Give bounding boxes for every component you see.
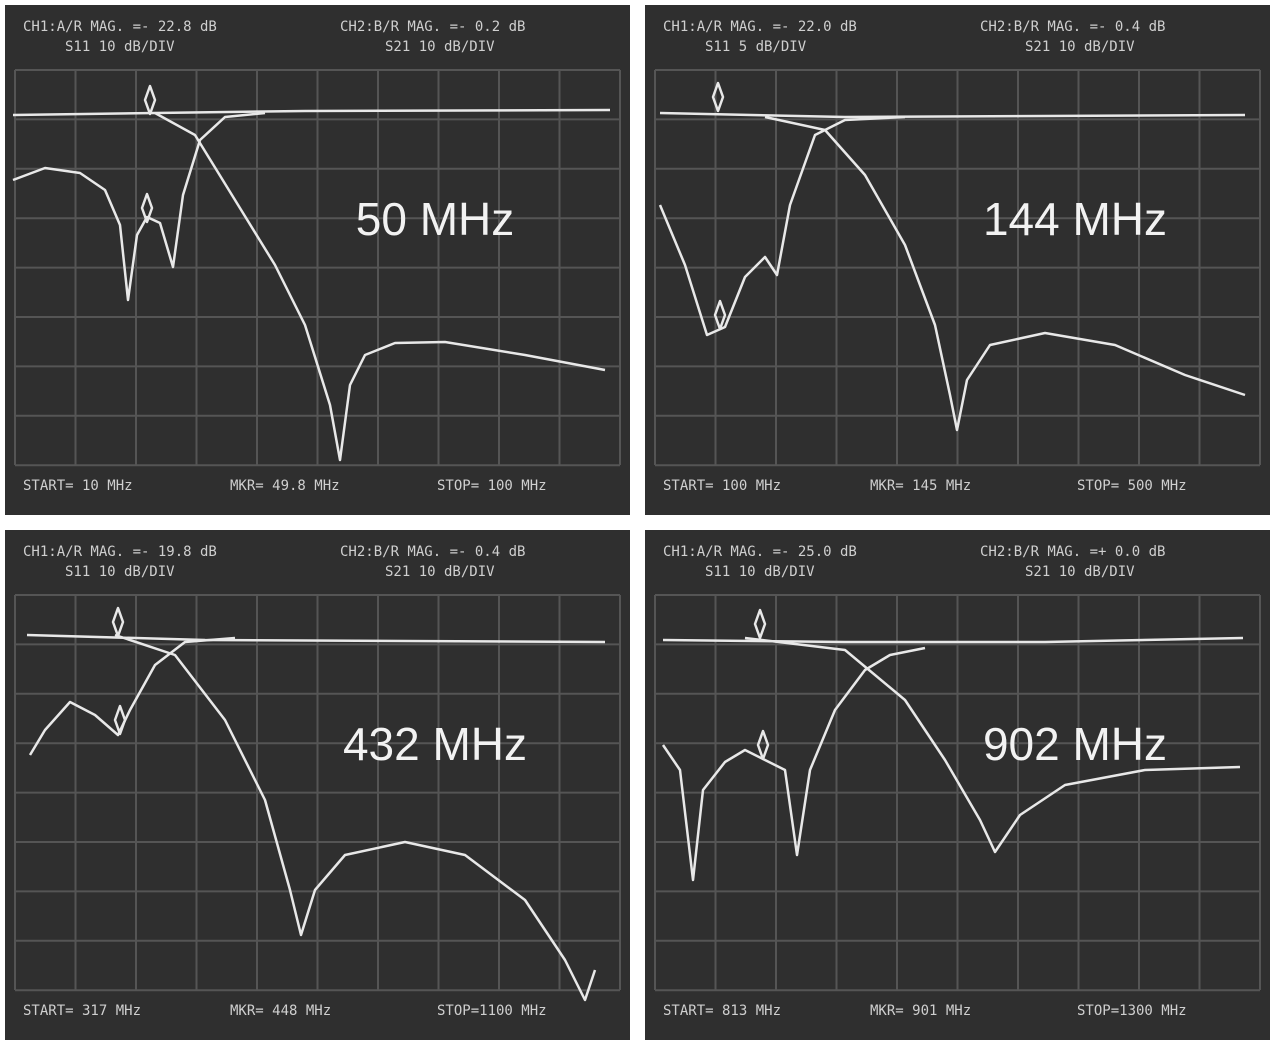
trace: [13, 113, 265, 300]
trace: [115, 635, 595, 1000]
marker: [755, 610, 765, 638]
start-freq: START= 10 MHz: [23, 478, 133, 494]
marker-freq: MKR= 49.8 MHz: [230, 478, 340, 494]
ch2-scale: S21 10 dB/DIV: [1025, 39, 1135, 55]
ch1-scale: S11 10 dB/DIV: [705, 564, 815, 580]
ch2-readout: CH2:B/R MAG. =- 0.2 dB: [340, 19, 525, 35]
ch1-scale: S11 10 dB/DIV: [65, 39, 175, 55]
band-label: 144 MHz: [983, 193, 1167, 245]
analyzer-screen: CH1:A/R MAG. =- 22.8 dB S11 10 dB/DIV CH2:…: [5, 5, 630, 515]
marker: [113, 608, 123, 636]
analyzer-screen: CH1:A/R MAG. =- 22.0 dB S11 5 dB/DIV CH2:B…: [645, 5, 1270, 515]
band-label: 902 MHz: [983, 718, 1167, 770]
ch1-scale: S11 5 dB/DIV: [705, 39, 807, 55]
trace: [155, 113, 605, 460]
ch2-scale: S21 10 dB/DIV: [1025, 564, 1135, 580]
ch2-readout: CH2:B/R MAG. =- 0.4 dB: [980, 19, 1165, 35]
analyzer-screen: CH1:A/R MAG. =- 19.8 dB S11 10 dB/DIV CH2:…: [5, 530, 630, 1040]
page: {"panels": [ {"ch1": "CH1:A/R MAG. =- 22…: [0, 0, 1270, 1046]
marker-freq: MKR= 145 MHz: [870, 478, 971, 494]
ch1-scale: S11 10 dB/DIV: [65, 564, 175, 580]
band-label: 432 MHz: [343, 718, 527, 770]
ch1-readout: CH1:A/R MAG. =- 19.8 dB: [23, 544, 217, 560]
stop-freq: STOP=1100 MHz: [437, 1003, 547, 1019]
trace: [660, 117, 905, 335]
ch1-readout: CH1:A/R MAG. =- 22.0 dB: [663, 19, 857, 35]
ch2-readout: CH2:B/R MAG. =+ 0.0 dB: [980, 544, 1165, 560]
trace: [13, 110, 610, 115]
ch2-readout: CH2:B/R MAG. =- 0.4 dB: [340, 544, 525, 560]
trace: [30, 638, 235, 755]
trace: [660, 113, 1245, 117]
stop-freq: STOP=1300 MHz: [1077, 1003, 1187, 1019]
ch1-readout: CH1:A/R MAG. =- 22.8 dB: [23, 19, 217, 35]
start-freq: START= 317 MHz: [23, 1003, 141, 1019]
trace: [27, 635, 605, 642]
stop-freq: STOP= 500 MHz: [1077, 478, 1187, 494]
ch1-readout: CH1:A/R MAG. =- 25.0 dB: [663, 544, 857, 560]
band-label: 50 MHz: [356, 193, 514, 245]
marker: [145, 86, 155, 114]
analyzer-screen: CH1:A/R MAG. =- 25.0 dB S11 10 dB/DIV CH2:…: [645, 530, 1270, 1040]
start-freq: START= 100 MHz: [663, 478, 781, 494]
start-freq: START= 813 MHz: [663, 1003, 781, 1019]
marker-freq: MKR= 901 MHz: [870, 1003, 971, 1019]
marker: [758, 731, 768, 759]
stop-freq: STOP= 100 MHz: [437, 478, 547, 494]
ch2-scale: S21 10 dB/DIV: [385, 564, 495, 580]
ch2-scale: S21 10 dB/DIV: [385, 39, 495, 55]
marker-freq: MKR= 448 MHz: [230, 1003, 331, 1019]
